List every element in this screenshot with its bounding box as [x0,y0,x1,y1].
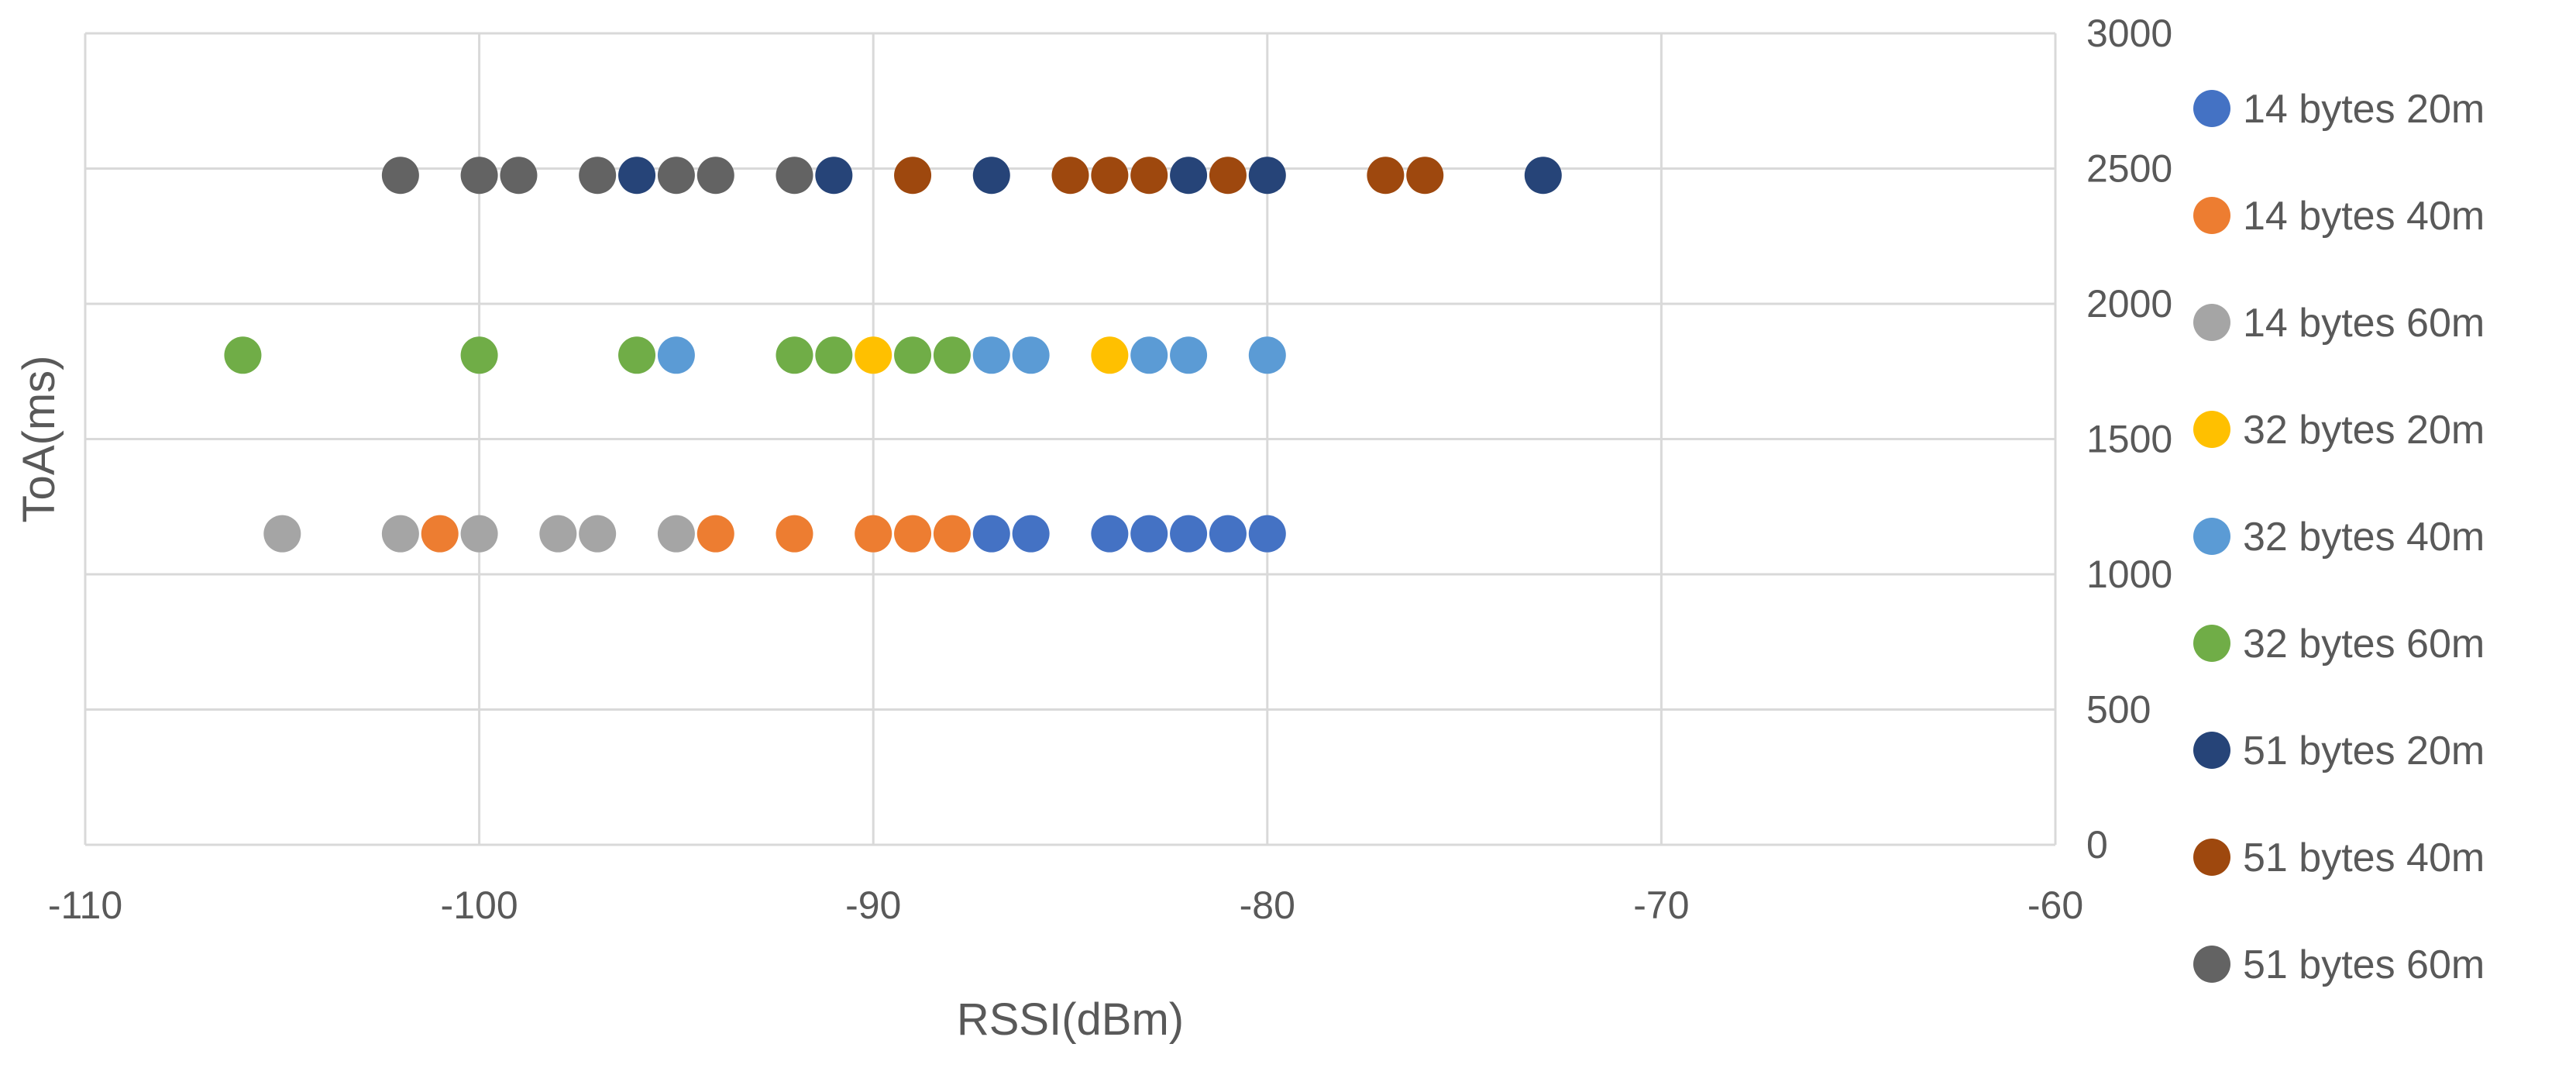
data-point [1248,336,1286,374]
data-point [1170,515,1208,553]
data-point [855,336,892,374]
data-point [579,157,617,195]
legend-marker [2193,839,2230,876]
data-point [460,157,498,195]
data-point [1012,336,1050,374]
x-tick-label: -100 [441,884,518,927]
data-point [815,336,853,374]
grid-lines [84,32,2057,846]
x-tick-label: -110 [48,884,122,927]
data-point [381,515,419,553]
x-axis-ticks: -110 -100 -90 -80 -70 -60 [48,884,2083,927]
y-axis-ticks: 0 500 1000 1500 2000 2500 3000 [2086,12,2172,866]
legend-label: 14 bytes 20m [2243,87,2485,132]
data-point [1170,157,1208,195]
y-tick-label: 2500 [2086,147,2172,191]
y-tick-label: 500 [2086,688,2151,732]
legend-label: 51 bytes 40m [2243,835,2485,880]
data-point [1248,515,1286,553]
legend-label: 14 bytes 60m [2243,301,2485,346]
x-tick-label: -70 [1633,884,1689,927]
data-point [972,515,1010,553]
data-point [894,336,932,374]
legend-marker [2193,625,2230,662]
data-point [460,336,498,374]
legend-marker [2193,197,2230,234]
data-point [381,157,419,195]
data-point [263,515,301,553]
data-point [776,515,813,553]
data-point [972,336,1010,374]
data-point [1130,515,1168,553]
data-point [894,515,932,553]
x-tick-label: -80 [1240,884,1295,927]
data-point [1406,157,1444,195]
legend-marker [2193,90,2230,127]
data-point [696,157,734,195]
data-point [1012,515,1050,553]
x-tick-label: -90 [845,884,901,927]
data-point [224,336,262,374]
y-tick-label: 1500 [2086,418,2172,461]
legend-marker [2193,304,2230,341]
legend-label: 51 bytes 60m [2243,942,2485,987]
data-point [1130,336,1168,374]
data-point [933,336,971,374]
legend-label: 32 bytes 20m [2243,408,2485,453]
data-points [224,157,1562,553]
data-point [421,515,459,553]
legend-marker [2193,946,2230,983]
legend-label: 14 bytes 40m [2243,194,2485,239]
data-point [1051,157,1089,195]
x-tick-label: -60 [2027,884,2083,927]
legend-marker [2193,732,2230,769]
data-point [657,336,695,374]
data-point [894,157,932,195]
data-point [1091,515,1129,553]
legend-marker [2193,518,2230,555]
data-point [1524,157,1562,195]
data-point [460,515,498,553]
data-point [972,157,1010,195]
data-point [579,515,617,553]
y-axis-title: ToA(ms) [14,356,64,523]
data-point [815,157,853,195]
data-point [1367,157,1405,195]
data-point [1091,157,1129,195]
data-point [618,336,656,374]
data-point [1209,515,1247,553]
data-point [933,515,971,553]
data-point [776,157,813,195]
data-point [500,157,538,195]
legend-label: 32 bytes 40m [2243,515,2485,560]
legend-marker [2193,411,2230,448]
y-tick-label: 1000 [2086,553,2172,596]
data-point [1209,157,1247,195]
data-point [1248,157,1286,195]
data-point [855,515,892,553]
legend-label: 51 bytes 20m [2243,729,2485,773]
data-point [1170,336,1208,374]
data-point [618,157,656,195]
data-point [657,515,695,553]
legend-label: 32 bytes 60m [2243,622,2485,667]
data-point [657,157,695,195]
legend: 14 bytes 20m 14 bytes 40m 14 bytes 60m 32 b… [2193,87,2485,987]
data-point [1091,336,1129,374]
data-point [1130,157,1168,195]
x-axis-title: RSSI(dBm) [957,994,1184,1045]
data-point [539,515,577,553]
data-point [776,336,813,374]
y-tick-label: 2000 [2086,282,2172,326]
y-tick-label: 0 [2086,823,2108,866]
data-point [696,515,734,553]
y-tick-label: 3000 [2086,12,2172,55]
